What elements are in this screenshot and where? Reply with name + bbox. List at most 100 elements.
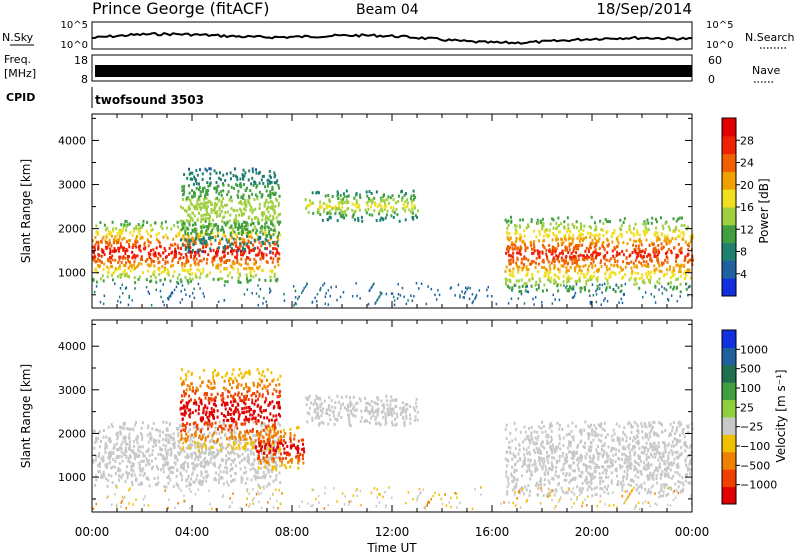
scatter-cell [113, 270, 116, 274]
scatter-cell [226, 418, 229, 422]
scatter-cell [138, 227, 140, 231]
scatter-cell [240, 392, 243, 396]
scatter-cell [300, 438, 303, 442]
scatter-cell [198, 205, 201, 209]
scatter-cell [234, 376, 237, 380]
scatter-cell [208, 414, 211, 418]
scatter-cell [382, 195, 385, 199]
scatter-cell [256, 195, 259, 199]
scatter-cell [267, 437, 270, 441]
scatter-cell [589, 278, 592, 281]
scatter-cell [234, 222, 237, 226]
scatter-cell [117, 435, 119, 439]
scatter-cell [516, 247, 519, 251]
scatter-cell [244, 189, 247, 193]
scatter-cell [395, 404, 398, 408]
scatter-cell [545, 288, 548, 292]
scatter-cell [604, 276, 607, 280]
scatter-cell [280, 452, 282, 456]
scatter-cell [192, 436, 195, 439]
scatter-cell [552, 248, 555, 252]
scatter-cell [121, 292, 124, 295]
scatter-cell [586, 272, 588, 276]
scatter-cell [217, 427, 219, 431]
scatter-cell [235, 441, 238, 445]
scatter-cell [227, 274, 230, 278]
scatter-cell [151, 449, 154, 453]
scatter-cell [244, 449, 247, 453]
scatter-cell [606, 282, 609, 286]
scatter-cell [566, 216, 569, 220]
scatter-cell [347, 207, 350, 210]
scatter-cell [258, 444, 261, 448]
scatter-cell [209, 452, 212, 455]
scatter-cell [537, 221, 540, 225]
scatter-cell [224, 234, 227, 238]
freq-tick-top: 18 [74, 54, 88, 67]
scatter-cell [185, 479, 188, 483]
scatter-cell [683, 259, 686, 263]
scatter-cell [124, 252, 127, 256]
scatter-cell [267, 194, 270, 198]
scatter-cell [390, 412, 393, 416]
scatter-cell [367, 200, 370, 203]
scatter-cell [255, 273, 257, 277]
scatter-cell [141, 421, 144, 425]
scatter-cell [162, 455, 165, 459]
scatter-cell [398, 219, 401, 223]
scatter-cell [352, 395, 355, 399]
scatter-cell [541, 244, 544, 247]
scatter-cell [246, 262, 249, 266]
scatter-cell [155, 237, 158, 241]
scatter-cell [296, 454, 299, 458]
scatter-cell [197, 203, 200, 206]
scatter-cell [384, 202, 387, 206]
scatter-cell [158, 440, 161, 444]
scatter-cell [117, 238, 120, 241]
scatter-cell [214, 197, 217, 201]
scatter-cell [218, 192, 221, 196]
scatter-cell [203, 422, 206, 426]
scatter-cell [201, 249, 204, 253]
scatter-cell [147, 239, 150, 243]
scatter-cell [187, 435, 189, 439]
scatter-cell [640, 243, 643, 247]
scatter-cell [641, 264, 644, 268]
scatter-cell [230, 207, 233, 211]
scatter-cell [101, 237, 104, 241]
scatter-cell [599, 252, 602, 256]
scatter-cell [592, 234, 595, 238]
scatter-cell [269, 200, 272, 204]
scatter-cell [271, 187, 274, 191]
scatter-cell [647, 263, 650, 266]
scatter-cell [160, 271, 163, 275]
scatter-cell [194, 446, 197, 450]
scatter-cell [307, 204, 310, 208]
scatter-cell [212, 462, 215, 466]
scatter-cell [282, 435, 285, 438]
scatter-cell [410, 210, 413, 214]
scatter-cell [512, 274, 515, 278]
scatter-cell [660, 270, 663, 273]
scatter-cell [692, 258, 694, 262]
scatter-cell [238, 435, 241, 439]
scatter-cell [184, 275, 187, 279]
scatter-cell [210, 236, 213, 240]
scatter-cell [115, 471, 117, 475]
scatter-cell [616, 259, 619, 263]
scatter-cell [220, 426, 223, 430]
scatter-cell [655, 226, 658, 230]
scatter-cell [525, 265, 528, 269]
scatter-cell [133, 260, 136, 264]
scatter-cell [292, 285, 295, 288]
scatter-cell [361, 219, 364, 223]
scatter-cell [243, 422, 246, 426]
scatter-cell [276, 240, 279, 244]
scatter-cell [351, 208, 354, 212]
scatter-cell [257, 419, 260, 423]
scatter-cell [132, 463, 135, 466]
scatter-cell [124, 274, 127, 278]
scatter-cell [210, 407, 213, 411]
scatter-cell [258, 461, 261, 465]
